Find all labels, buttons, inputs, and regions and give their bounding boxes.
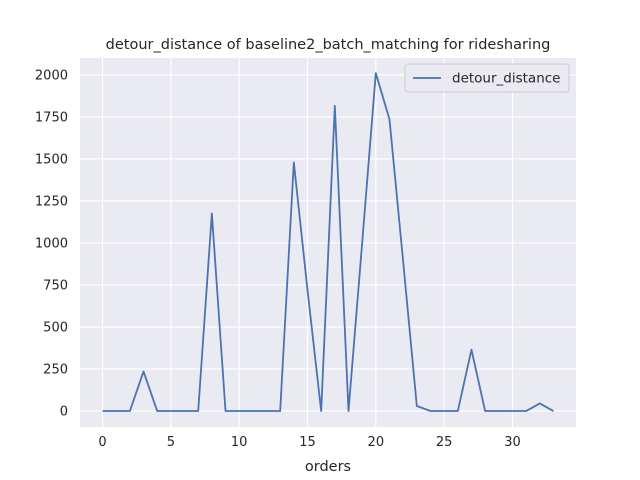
x-tick-label: 30: [504, 435, 521, 450]
x-tick-label: 0: [98, 435, 106, 450]
x-tick-label: 20: [368, 435, 385, 450]
y-tick-label: 1500: [35, 152, 68, 167]
x-axis-label: orders: [305, 459, 351, 475]
series-line-detour-distance: [102, 72, 554, 412]
legend-box: [404, 63, 570, 93]
x-tick-label: 5: [167, 435, 175, 450]
y-tick-label: 500: [43, 320, 68, 335]
x-tick-labels: 0 5 10 15 20 25 30: [98, 435, 520, 450]
series-layer: [102, 72, 554, 412]
y-tick-label: 0: [60, 405, 68, 420]
y-tick-label: 250: [43, 363, 68, 378]
y-tick-label: 2000: [35, 68, 68, 83]
y-tick-label: 750: [43, 278, 68, 293]
y-tick-label: 1250: [35, 194, 68, 209]
x-tick-label: 25: [436, 435, 453, 450]
legend: detour_distance: [404, 63, 570, 93]
chart-title: detour_distance of baseline2_batch_match…: [106, 37, 551, 53]
y-tick-labels: 0 250 500 750 1000 1250 1500 1750 2000: [35, 68, 68, 419]
y-tick-label: 1750: [35, 110, 68, 125]
y-tick-label: 1000: [35, 236, 68, 251]
x-tick-label: 15: [299, 435, 316, 450]
x-tick-label: 10: [231, 435, 248, 450]
legend-entry-label: detour_distance: [452, 71, 561, 87]
